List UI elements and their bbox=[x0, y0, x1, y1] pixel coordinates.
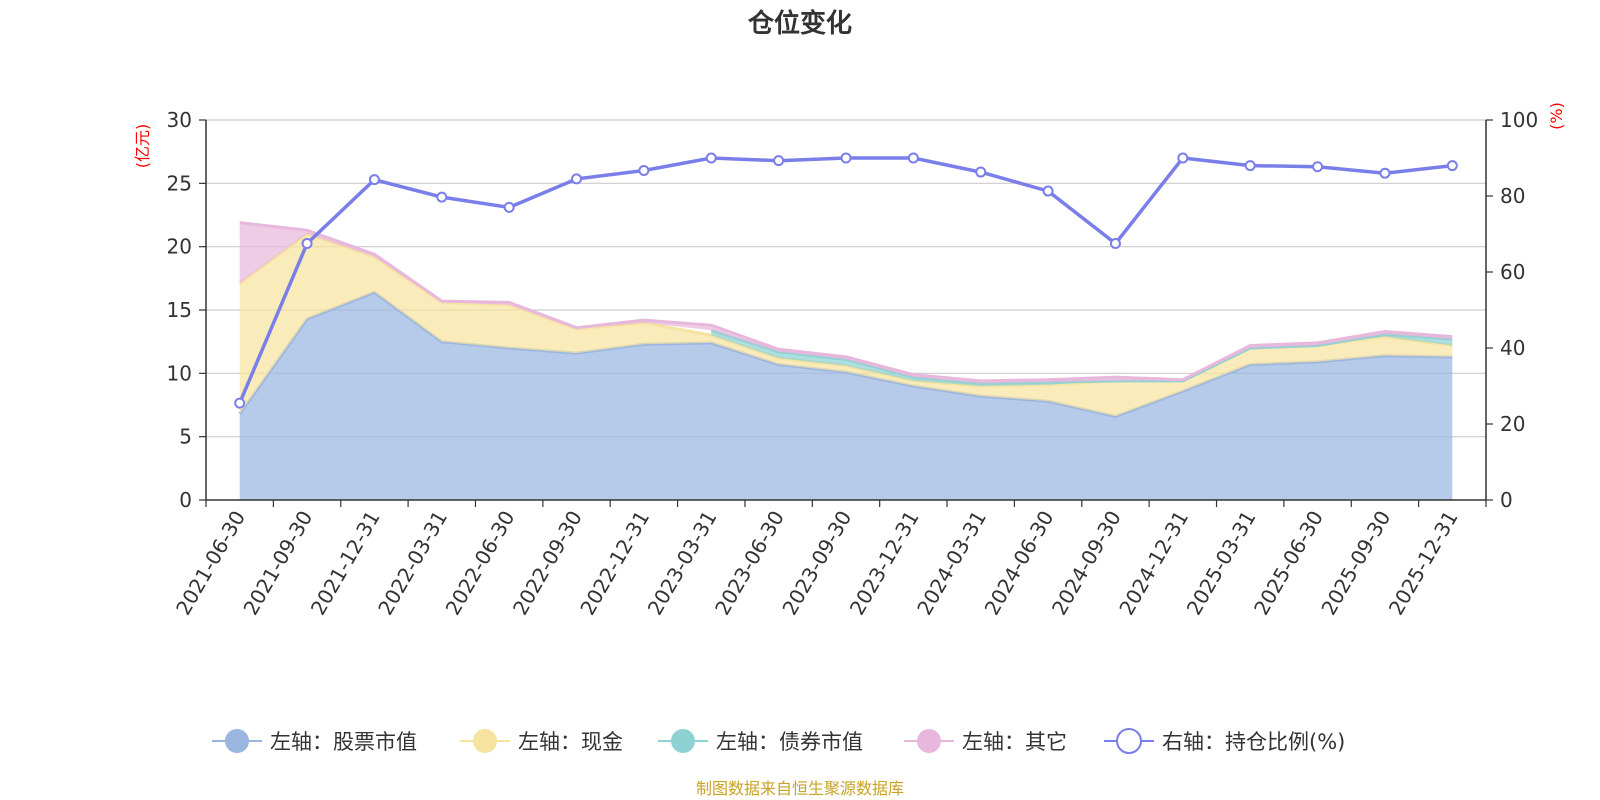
holding-ratio-point bbox=[1042, 185, 1054, 197]
left-axis-tick-label: 5 bbox=[179, 425, 192, 449]
legend-marker-icon bbox=[917, 729, 941, 753]
left-axis-tick-label: 25 bbox=[167, 171, 192, 195]
x-axis-tick-label: 2024-03-31 bbox=[912, 507, 991, 620]
area-1 bbox=[239, 234, 1453, 417]
legend: 左轴：股票市值 左轴：现金 左轴：债券市值 左轴：其它 右轴：持仓比例(%) bbox=[212, 728, 1345, 754]
holding-ratio-point bbox=[975, 166, 987, 178]
holding-ratio-point bbox=[638, 165, 650, 177]
right-axis-tick-label: 20 bbox=[1500, 412, 1525, 436]
holding-ratio-point bbox=[773, 155, 785, 167]
x-axis-tick-label: 2022-06-30 bbox=[441, 507, 520, 620]
x-axis-tick-label: 2025-09-30 bbox=[1316, 507, 1395, 620]
holding-ratio-point bbox=[1379, 167, 1391, 179]
x-axis-tick-label: 2025-06-30 bbox=[1249, 507, 1328, 620]
left-axis-unit: (亿元) bbox=[133, 124, 152, 169]
holding-ratio-point bbox=[1177, 152, 1189, 164]
right-axis-unit: (%) bbox=[1547, 102, 1566, 130]
legend-marker-icon bbox=[1116, 728, 1142, 754]
x-axis-tick-label: 2023-03-31 bbox=[643, 507, 722, 620]
x-axis-tick-label: 2021-09-30 bbox=[238, 507, 317, 620]
x-axis-tick-label: 2022-09-30 bbox=[508, 507, 587, 620]
legend-label: 左轴：债券市值 bbox=[716, 730, 863, 754]
legend-label: 左轴：股票市值 bbox=[270, 730, 417, 754]
stacked-areas bbox=[238, 221, 1453, 500]
holding-ratio-point bbox=[571, 173, 583, 185]
x-axis-tick-label: 2024-06-30 bbox=[980, 507, 1059, 620]
x-axis-tick-label: 2023-12-31 bbox=[845, 507, 924, 620]
left-axis-tick-label: 10 bbox=[167, 361, 192, 385]
x-axis-tick-label: 2025-03-31 bbox=[1182, 507, 1261, 620]
holding-ratio-point bbox=[301, 238, 313, 249]
right-axis-tick-label: 0 bbox=[1500, 488, 1513, 512]
legend-marker-icon bbox=[225, 729, 249, 753]
x-axis-tick-label: 2022-12-31 bbox=[575, 507, 654, 620]
legend-label: 左轴：其它 bbox=[962, 730, 1067, 754]
holding-ratio-point bbox=[234, 397, 246, 409]
x-axis-tick-label: 2024-09-30 bbox=[1047, 507, 1126, 620]
right-axis-tick-label: 80 bbox=[1500, 184, 1525, 208]
x-axis-tick-label: 2021-12-31 bbox=[306, 507, 385, 620]
right-axis-tick-label: 40 bbox=[1500, 336, 1525, 360]
x-axis-tick-label: 2021-06-30 bbox=[171, 507, 250, 620]
holding-ratio-point bbox=[840, 152, 852, 164]
left-axis-tick-label: 15 bbox=[167, 298, 192, 322]
left-axis-tick-label: 0 bbox=[179, 488, 192, 512]
holding-ratio-point bbox=[436, 191, 448, 203]
holding-ratio-series bbox=[234, 152, 1458, 409]
holding-ratio-point bbox=[1312, 161, 1324, 173]
data-source-note: 制图数据来自恒生聚源数据库 bbox=[696, 779, 904, 798]
x-axis-tick-label: 2022-03-31 bbox=[373, 506, 452, 619]
legend-marker-icon bbox=[473, 729, 497, 753]
area-0 bbox=[239, 292, 1453, 500]
x-axis-tick-label: 2024-12-31 bbox=[1114, 507, 1193, 620]
chart-title: 仓位变化 bbox=[747, 8, 852, 39]
legend-label: 右轴：持仓比例(%) bbox=[1162, 730, 1345, 754]
x-axis-tick-label: 2025-12-31 bbox=[1384, 507, 1463, 620]
x-axis-tick-label: 2023-09-30 bbox=[777, 507, 856, 620]
legend-label: 左轴：现金 bbox=[518, 730, 623, 754]
right-axis-tick-label: 100 bbox=[1500, 108, 1538, 132]
x-axis-tick-label: 2023-06-30 bbox=[710, 507, 789, 620]
left-axis-tick-label: 20 bbox=[167, 235, 192, 259]
right-axis-tick-label: 60 bbox=[1500, 260, 1525, 284]
left-axis-tick-label: 30 bbox=[167, 108, 192, 132]
holding-ratio-point bbox=[1244, 160, 1256, 172]
holding-ratio-point bbox=[1109, 238, 1121, 249]
holding-ratio-point bbox=[907, 152, 919, 164]
holding-ratio-point bbox=[1446, 160, 1458, 172]
area-line-3 bbox=[239, 221, 1453, 383]
holding-ratio-point bbox=[368, 174, 380, 186]
legend-marker-icon bbox=[671, 729, 695, 753]
holding-ratio-point bbox=[705, 152, 717, 164]
holding-ratio-point bbox=[503, 201, 515, 213]
